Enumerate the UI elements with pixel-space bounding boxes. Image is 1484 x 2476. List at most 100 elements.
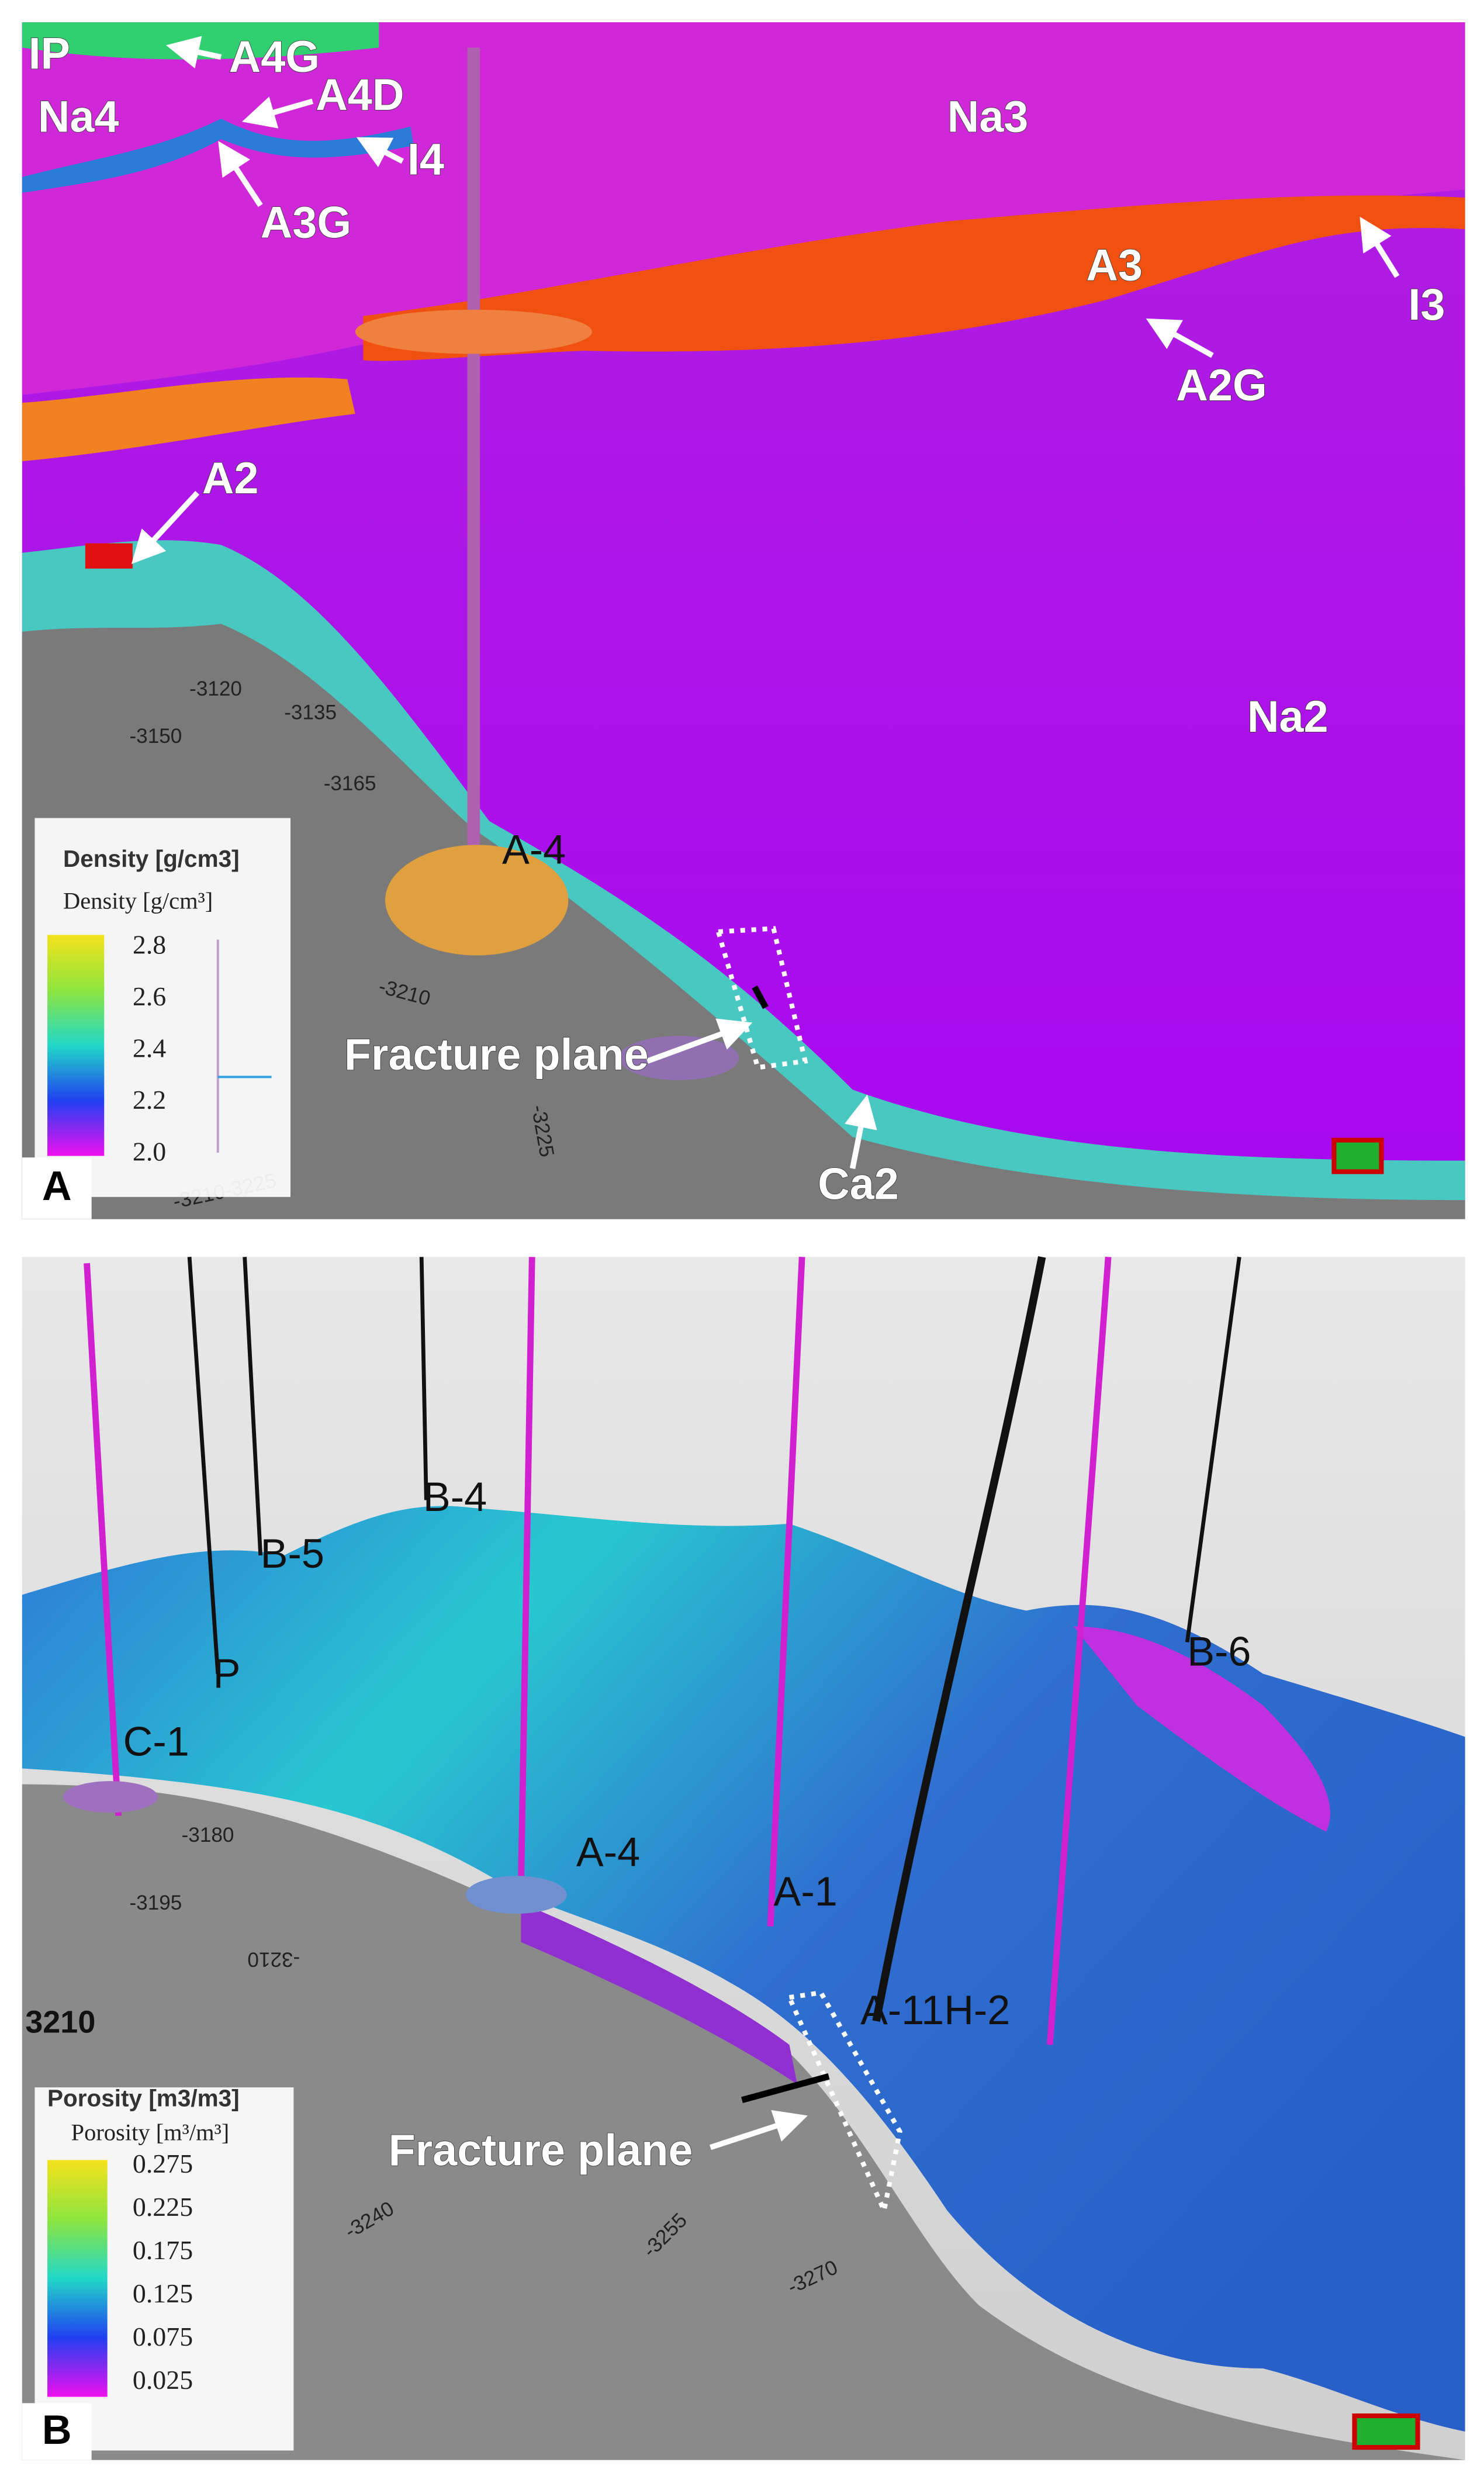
legend-tick-label: 2.8 — [133, 930, 166, 960]
wells — [84, 1257, 1112, 2045]
legend-tick-label: 0.175 — [133, 2235, 193, 2265]
contour-label: -3120 — [189, 677, 242, 700]
well-label: P — [213, 1650, 241, 1696]
well-label: A-4 — [502, 826, 566, 872]
legend-tick-label: 2.2 — [133, 1085, 166, 1115]
well-disc — [618, 1036, 739, 1080]
ground — [22, 624, 1465, 1219]
well-label: B-4 — [423, 1474, 487, 1520]
well — [187, 1257, 220, 1674]
well — [1185, 1256, 1241, 1642]
legend-title: Density [g/cm³] — [63, 888, 213, 914]
label: Ca2 — [818, 1160, 899, 1209]
arrow — [844, 1094, 877, 1170]
legend-tick-label: 0.075 — [133, 2322, 193, 2351]
legend-tick-label: 2.6 — [133, 981, 166, 1011]
well — [1046, 1257, 1112, 2045]
legend-raster-title: Density [g/cm3] — [63, 845, 240, 872]
well — [872, 1256, 1046, 2022]
arrow — [1360, 216, 1400, 278]
panel-letter: A — [42, 1163, 72, 1209]
arrow — [356, 137, 404, 168]
contour-label: -3150 — [129, 725, 182, 748]
label: Fracture plane — [388, 2126, 693, 2176]
contour-label: -3210 — [247, 1948, 300, 1970]
well — [517, 1257, 535, 1887]
axis-cube — [1352, 2413, 1420, 2450]
arrow — [1146, 318, 1214, 358]
label: Fracture plane — [344, 1030, 649, 1080]
well-label: A-11H-2 — [860, 1987, 1010, 2033]
panel-letter: B — [42, 2406, 72, 2453]
label: A2 — [202, 454, 259, 503]
label: Na4 — [38, 93, 119, 142]
label: Na3 — [947, 93, 1029, 142]
arrow — [218, 141, 263, 208]
colorbar — [47, 935, 105, 1156]
legend-ticks: 2.8 2.6 2.4 2.2 2.0 — [133, 930, 166, 1167]
label: A4D — [316, 71, 404, 120]
panel-a: IP A4G Na4 A4D I4 A3G Na3 A3 I3 A2G A2 N… — [22, 22, 1465, 1219]
legend-tick-label: 2.0 — [133, 1136, 166, 1166]
label: A4G — [229, 33, 320, 82]
panel-b: B-4 B-5 P C-1 A-4 A-1 A-11H-2 B-6 Fractu… — [22, 1256, 1465, 2460]
well-disc — [385, 845, 569, 956]
arrow — [710, 2110, 808, 2150]
colorbar — [47, 2160, 108, 2397]
label: I4 — [407, 136, 444, 185]
legend-raster-title: Porosity [m3/m3] — [47, 2084, 240, 2111]
well-label: B-6 — [1187, 1628, 1251, 1675]
well — [419, 1257, 428, 1500]
well — [767, 1257, 805, 1927]
well-label: A-4 — [576, 1829, 640, 1875]
well-disc — [465, 1876, 567, 1914]
well-disc — [63, 1781, 158, 1813]
legend-title: Porosity [m³/m³] — [71, 2119, 230, 2146]
surface — [22, 1506, 1465, 2432]
a3-layer-left — [22, 377, 355, 462]
well-label: B-5 — [261, 1530, 324, 1576]
contour-label: -3195 — [129, 1891, 182, 1914]
legend-ticks: 0.275 0.225 0.175 0.125 0.075 0.025 — [133, 2149, 193, 2395]
contour-label: 3210 — [25, 2004, 95, 2039]
label: A3G — [261, 199, 351, 248]
label: Na2 — [1247, 693, 1329, 742]
arrow — [242, 96, 314, 129]
axis-cube — [1331, 1137, 1384, 1174]
well-disc — [355, 309, 592, 354]
fracture-plane — [741, 2073, 830, 2103]
fracture-box — [786, 1990, 902, 2219]
a2-red — [85, 543, 133, 569]
legend-tick-label: 2.4 — [133, 1033, 166, 1063]
layer-edge — [521, 1903, 798, 2084]
ground — [22, 1784, 1465, 2460]
well-a4 — [467, 47, 480, 869]
legend-tick-label: 0.125 — [133, 2278, 193, 2308]
arrow — [646, 1018, 753, 1064]
arrow — [166, 36, 222, 69]
na3-zone — [22, 22, 1465, 395]
arrow — [131, 490, 200, 565]
contour-label: -3165 — [324, 772, 376, 795]
well-label: A-1 — [774, 1868, 838, 1914]
fracture-plane — [752, 985, 769, 1009]
contour-label: -3180 — [182, 1824, 234, 1846]
panel-letter-box — [22, 2403, 92, 2460]
label: A3 — [1086, 241, 1143, 291]
well — [84, 1263, 122, 1816]
label: A2G — [1176, 361, 1267, 410]
panel-letter-box — [22, 1157, 92, 1219]
fracture-box — [715, 926, 808, 1070]
well-label: C-1 — [123, 1718, 189, 1765]
wells-black — [187, 1256, 1241, 2022]
b6-high — [1073, 1626, 1330, 1832]
well — [243, 1257, 263, 1556]
contour-label: -3135 — [284, 701, 337, 724]
label: IP — [29, 30, 70, 79]
label: I3 — [1408, 281, 1445, 330]
legend-tick-label: 0.225 — [133, 2192, 193, 2222]
legend-tick-label: 0.025 — [133, 2365, 193, 2395]
a3g-layer — [22, 118, 414, 193]
